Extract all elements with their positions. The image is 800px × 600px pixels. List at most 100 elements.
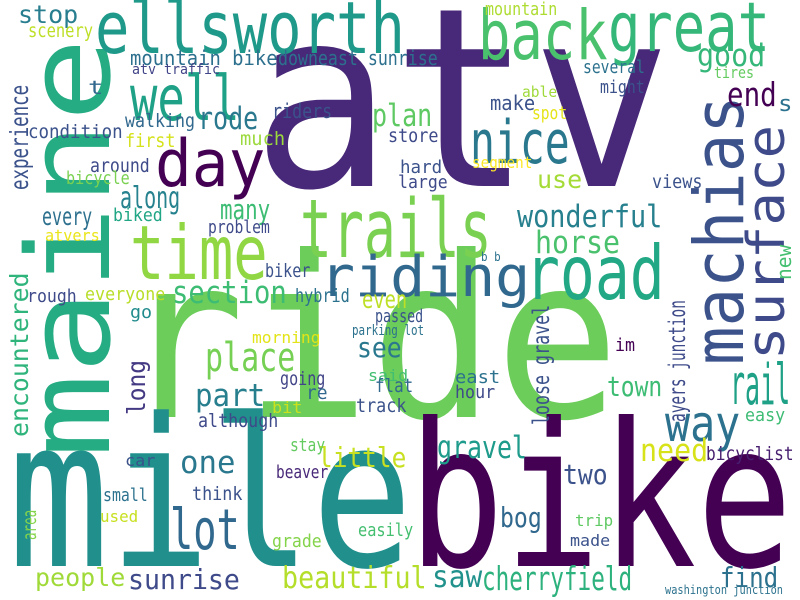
word-able: able xyxy=(522,83,558,102)
word-people: people xyxy=(35,563,126,592)
word-although: although xyxy=(198,410,279,432)
word-small: small xyxy=(103,485,148,506)
word-see: see xyxy=(357,331,402,364)
word-wonderful: wonderful xyxy=(517,199,663,236)
word-great: great xyxy=(608,0,770,68)
word-atv: atv xyxy=(252,0,672,245)
word-gravel: gravel xyxy=(437,430,527,467)
word-s: s xyxy=(778,91,793,118)
word-stay: stay xyxy=(290,435,326,456)
word-good: good xyxy=(697,38,766,75)
word-used: used xyxy=(100,507,139,527)
word-bike: bike xyxy=(408,381,793,600)
word-said: said xyxy=(368,366,409,386)
word-place: place xyxy=(205,335,296,382)
word-end: end xyxy=(727,76,777,115)
word-mountain: mountain xyxy=(485,0,558,20)
word-way: way xyxy=(665,395,741,453)
word-cherryfield: cherryfield xyxy=(482,560,633,599)
word-riders: riders xyxy=(272,98,333,123)
word-nice: nice xyxy=(470,107,570,178)
word-new: new xyxy=(771,244,796,280)
word-many: many xyxy=(220,193,271,226)
word-two: two xyxy=(563,458,608,491)
word-made: made xyxy=(570,531,611,551)
word-sunrise: sunrise xyxy=(128,563,240,596)
word-rough: rough xyxy=(27,286,77,307)
word-track: track xyxy=(356,395,407,417)
word-trails: trails xyxy=(300,183,492,278)
word-one: one xyxy=(180,445,236,482)
word-section: section xyxy=(172,275,287,312)
word-downeast-sunrise: downeast sunrise xyxy=(278,45,438,70)
word-problem: problem xyxy=(208,217,270,238)
word-loose-gravel: loose gravel xyxy=(528,304,555,425)
word-hard: hard xyxy=(400,157,443,178)
word-segment: segment xyxy=(472,153,533,173)
word-atv-traffic: atv traffic xyxy=(132,62,221,79)
word-everyone: everyone xyxy=(85,284,166,305)
word-bicycle: bicycle xyxy=(66,168,130,189)
word-t: t xyxy=(88,77,104,99)
word-im: im xyxy=(615,335,636,356)
word-might: might xyxy=(600,77,645,98)
word-time: time xyxy=(130,209,268,297)
word-ayers-junction: ayers junction xyxy=(664,300,691,422)
word-stop: stop xyxy=(18,0,79,29)
word-long: long xyxy=(121,360,151,415)
word-trip: trip xyxy=(575,511,614,531)
word-much: much xyxy=(240,128,286,150)
word-several: several xyxy=(583,57,645,78)
word-scenery: scenery xyxy=(28,20,94,42)
word-b-b: b b xyxy=(481,248,501,264)
word-every: every xyxy=(42,202,93,231)
word-make: make xyxy=(490,90,536,115)
word-bit: bit xyxy=(272,398,303,418)
word-lot: lot xyxy=(170,498,240,564)
word-area: area xyxy=(20,509,41,540)
word-little: little xyxy=(318,441,407,474)
word-washington-junction: washington junction xyxy=(665,581,783,597)
word-along: along xyxy=(120,181,181,217)
word-east: east xyxy=(455,367,501,388)
word-atvers: atvers xyxy=(45,226,100,246)
word-passed: passed xyxy=(375,306,424,327)
word-views: views xyxy=(652,171,703,193)
word-easy: easy xyxy=(745,405,786,426)
word-day: day xyxy=(155,127,266,203)
word-large: large xyxy=(398,172,448,193)
word-well: well xyxy=(130,61,240,135)
word-hybrid: hybrid xyxy=(295,285,350,307)
word-store: store xyxy=(388,125,439,147)
word-rode: rode xyxy=(198,101,259,138)
word-even: even xyxy=(362,285,408,314)
word-part: part xyxy=(195,378,266,415)
word-condition: condition xyxy=(28,121,123,143)
word-spot: spot xyxy=(532,103,568,124)
word-need: need xyxy=(640,433,709,470)
word-biked: biked xyxy=(113,205,163,226)
word-re: re xyxy=(306,382,328,404)
word-grade: grade xyxy=(272,531,322,552)
word-morning: morning xyxy=(252,328,321,348)
word-ride: ride xyxy=(120,209,620,471)
word-beaver: beaver xyxy=(276,462,329,483)
word-bog: bog xyxy=(500,501,542,534)
word-beautiful: beautiful xyxy=(282,561,427,597)
word-walking: walking xyxy=(125,110,196,132)
word-go: go xyxy=(130,302,153,323)
word-ellsworth: ellsworth xyxy=(95,0,405,72)
word-find: find xyxy=(720,561,779,594)
word-think: think xyxy=(192,483,243,505)
word-car: car xyxy=(125,451,156,471)
word-road: road xyxy=(525,229,665,317)
word-flat: flat xyxy=(375,375,414,397)
word-bicyclist: bicyclist xyxy=(706,443,794,465)
word-biker: biker xyxy=(265,260,311,282)
word-hour: hour xyxy=(455,382,496,403)
word-going: going xyxy=(280,368,326,390)
word-horse: horse xyxy=(535,225,621,262)
word-back: back xyxy=(478,0,608,76)
word-around: around xyxy=(90,155,150,177)
